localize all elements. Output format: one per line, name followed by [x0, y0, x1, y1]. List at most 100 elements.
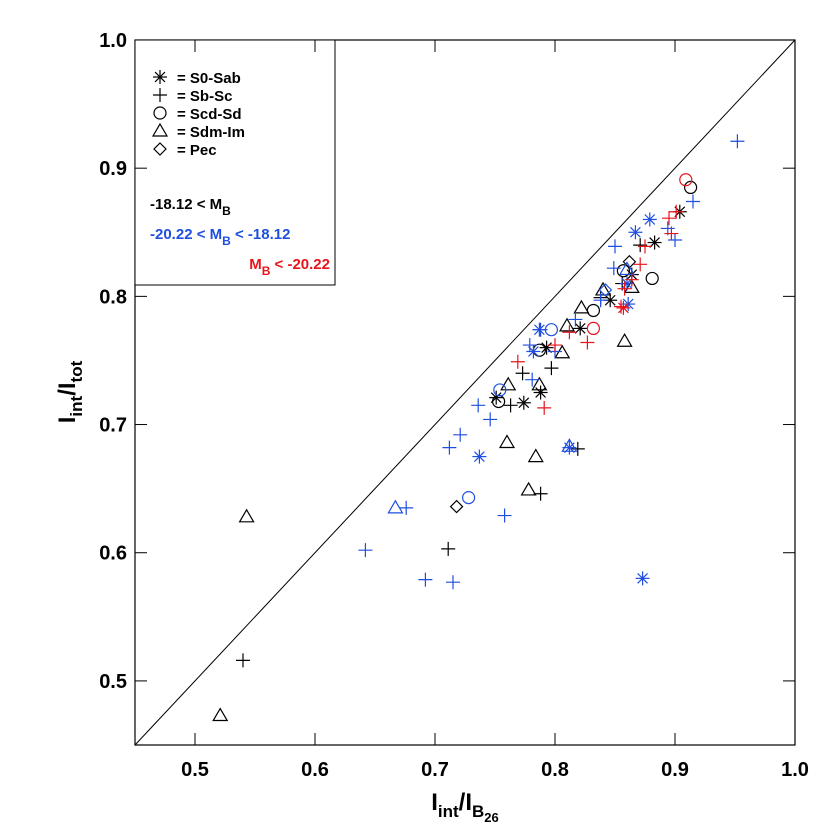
legend-label: = S0-Sab	[177, 70, 241, 87]
y-tick-label: 0.7	[99, 415, 127, 437]
point-plus	[453, 427, 468, 442]
marker-stroke	[238, 508, 255, 523]
marker-stroke	[515, 366, 530, 381]
legend-color-after: < -20.22	[270, 256, 330, 273]
point-asterisk	[489, 390, 504, 405]
point-plus	[483, 412, 498, 427]
marker-stroke	[645, 271, 659, 286]
legend-label: = Sb-Sc	[177, 88, 232, 105]
point-circle	[462, 491, 476, 505]
marker-stroke	[668, 232, 682, 247]
point-plus	[544, 361, 559, 376]
point-triangle	[623, 279, 640, 293]
point-triangle	[527, 448, 544, 463]
point-asterisk	[526, 344, 541, 359]
marker-stroke	[537, 400, 552, 415]
point-plus	[442, 440, 457, 455]
marker-stroke	[679, 173, 693, 187]
legend-label: = Scd-Sd	[177, 106, 242, 123]
legend-label: = Sdm-Im	[177, 124, 245, 141]
x-axis-label-part: 26	[484, 810, 498, 825]
point-triangle	[531, 376, 548, 391]
marker-stroke	[510, 354, 525, 369]
marker-stroke	[686, 194, 700, 209]
y-tick-label: 0.8	[99, 286, 127, 308]
point-triangle	[498, 434, 516, 449]
marker-stroke	[212, 707, 229, 722]
point-plus	[570, 441, 585, 456]
point-triangle	[238, 508, 255, 523]
legend-label: = Pec	[177, 142, 217, 159]
point-plus	[606, 261, 621, 276]
marker-stroke	[614, 299, 628, 314]
marker-stroke	[618, 261, 636, 276]
marker-stroke	[462, 491, 476, 505]
marker-stroke	[531, 376, 548, 391]
y-axis-label: Iint/Itot	[54, 360, 86, 423]
marker-stroke	[387, 499, 404, 514]
marker-stroke	[606, 261, 621, 276]
point-plus	[668, 232, 682, 247]
legend-color-text: M	[249, 256, 262, 273]
marker-stroke	[664, 226, 679, 241]
point-plus	[358, 543, 373, 558]
marker-stroke	[730, 134, 745, 149]
y-tick-label: 1.0	[99, 30, 127, 52]
marker-stroke	[662, 211, 676, 226]
marker-stroke	[500, 376, 517, 391]
marker-stroke	[616, 264, 631, 278]
marker-stroke	[497, 508, 512, 523]
point-asterisk	[533, 385, 548, 400]
point-asterisk	[573, 321, 588, 336]
point-diamond	[449, 499, 464, 514]
point-plus	[399, 500, 414, 515]
point-plus	[562, 325, 577, 340]
marker-stroke	[580, 335, 595, 350]
point-diamond	[622, 254, 637, 269]
point-triangle	[520, 481, 537, 496]
point-plus	[638, 239, 652, 254]
point-asterisk	[616, 300, 631, 315]
x-axis-label-part: /I	[459, 789, 472, 816]
marker-stroke	[541, 342, 552, 354]
marker-stroke	[518, 397, 530, 409]
marker-stroke	[586, 321, 601, 336]
marker-stroke	[153, 106, 167, 120]
point-plus	[664, 226, 679, 241]
legend-color-sub: B	[222, 234, 231, 248]
x-tick-label: 0.7	[421, 759, 449, 781]
marker-stroke	[527, 448, 544, 463]
point-diamond	[598, 283, 613, 297]
identity-line	[134, 39, 796, 746]
marker-stroke	[617, 281, 632, 296]
marker-stroke	[528, 346, 539, 357]
point-plus	[730, 134, 745, 149]
point-asterisk	[647, 235, 662, 250]
x-tick-label: 1.0	[781, 759, 809, 781]
marker-stroke	[441, 541, 456, 556]
marker-stroke	[604, 294, 616, 306]
point-asterisk	[472, 449, 487, 464]
y-tick-label: 0.9	[99, 158, 127, 180]
marker-stroke	[630, 226, 641, 238]
point-asterisk	[628, 225, 643, 240]
marker-stroke	[562, 325, 577, 340]
marker-stroke	[568, 312, 583, 327]
marker-stroke	[498, 434, 516, 449]
point-circle	[544, 323, 559, 337]
marker-stroke	[594, 281, 612, 296]
point-triangle	[500, 376, 517, 391]
marker-stroke	[598, 283, 613, 297]
marker-stroke	[608, 239, 622, 254]
point-triangle	[151, 122, 169, 137]
point-plus	[580, 335, 595, 350]
point-diamond	[153, 142, 167, 156]
point-triangle	[616, 333, 633, 347]
point-triangle	[558, 317, 576, 332]
legend-color-sub: B	[222, 204, 231, 218]
marker-stroke	[442, 440, 457, 455]
marker-stroke	[520, 481, 537, 496]
point-plus	[525, 372, 540, 387]
point-plus	[537, 400, 552, 415]
